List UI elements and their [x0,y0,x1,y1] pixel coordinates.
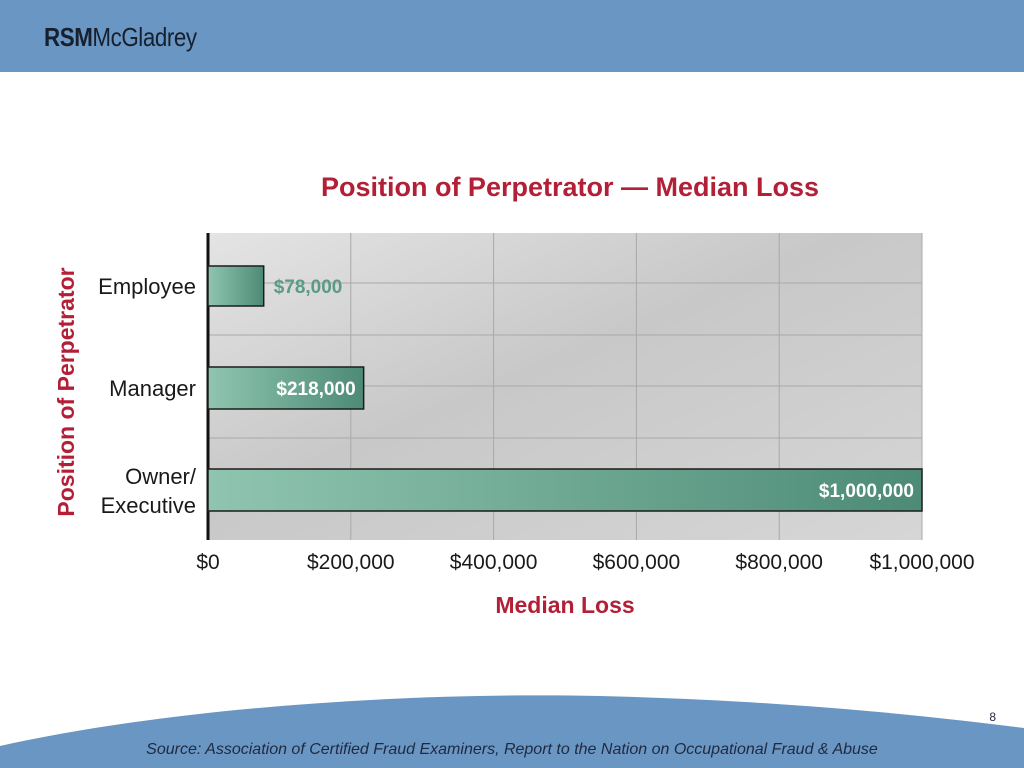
bar-0 [207,265,265,307]
company-logo: RSMMcGladrey [44,22,197,52]
bar-value-label: $78,000 [274,277,343,298]
x-tick-label: $1,000,000 [869,551,974,574]
y-axis-label: Position of Perpetrator [53,267,79,517]
bar-1 [207,366,365,410]
bar-value-label: $1,000,000 [819,481,914,502]
category-label: Owner/Executive [101,464,197,518]
x-tick-label: $200,000 [307,551,395,574]
bar-value-label: $218,000 [276,379,355,400]
x-tick-label: $600,000 [593,551,681,574]
x-tick-label: $800,000 [735,551,823,574]
category-label: Manager [109,376,196,401]
category-label: Employee [98,274,196,299]
source-citation: Source: Association of Certified Fraud E… [146,741,878,758]
x-tick-label: $0 [196,551,219,574]
bar-2 [207,468,923,512]
chart-title: Position of Perpetrator — Median Loss [320,172,820,202]
page-number: 8 [989,710,996,724]
header-bar: RSMMcGladrey [0,0,1024,72]
x-tick-label: $400,000 [450,551,538,574]
x-axis-label: Median Loss [495,592,635,618]
footer-wave [0,695,1024,768]
